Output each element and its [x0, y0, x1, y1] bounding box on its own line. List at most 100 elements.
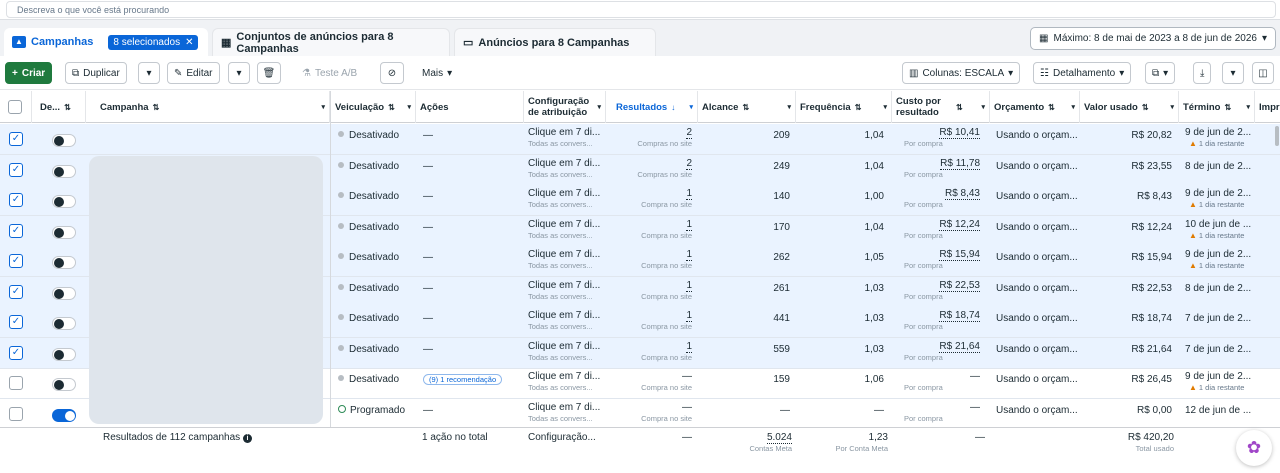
tab-adsets[interactable]: ▦ Conjuntos de anúncios para 8 Campanhas [212, 28, 450, 56]
row-end-sub: 1 dia restante [1198, 230, 1245, 240]
row-attribution: Clique em 7 di... Todas as convers... [524, 246, 604, 277]
row-cost-per-result: R$ 22,53 Por compra [892, 277, 986, 308]
chart-button[interactable]: ◫ [1252, 62, 1274, 84]
footer-reach: 5.024 Contas Meta [700, 432, 792, 453]
recommendation-badge[interactable]: (9) 1 recomendação [423, 374, 503, 385]
calendar-icon: ▦ [1039, 33, 1049, 44]
delivery-toggle[interactable] [52, 164, 76, 178]
col-results[interactable]: Resultados ↓ ▾ [606, 91, 698, 123]
chevron-down-icon: ▾ [1170, 103, 1174, 111]
tab-ads[interactable]: ▭ Anúncios para 8 Campanhas [454, 28, 656, 56]
ab-test-button[interactable]: ⚗ Teste A/B [296, 62, 364, 84]
warning-icon: ▲ [1189, 139, 1197, 148]
row-attr: Clique em 7 di... [528, 188, 601, 199]
row-checkbox[interactable]: ✓ [9, 132, 23, 146]
row-amount-spent: R$ 18,74 [1131, 313, 1172, 324]
row-status: Desativado [349, 374, 400, 385]
col-delivery[interactable]: Veiculação ⇅ ▾ [331, 91, 416, 123]
delivery-toggle[interactable] [52, 408, 76, 422]
row-status: Desativado [349, 252, 400, 263]
row-checkbox[interactable]: ✓ [9, 162, 23, 177]
tab-campaigns[interactable]: ▲ Campanhas 8 selecionados ✕ [4, 28, 208, 56]
export-dropdown-button[interactable]: ▾ [1222, 62, 1244, 84]
col-end[interactable]: Término ⇅ ▾ [1179, 91, 1255, 123]
row-attr-sub: Todas as convers... [528, 261, 593, 270]
date-range-picker[interactable]: ▦ Máximo: 8 de mai de 2023 a 8 de jun de… [1030, 27, 1276, 50]
inactive-status-icon [338, 253, 344, 259]
row-frequency: 1,06 [864, 374, 884, 385]
col-budget[interactable]: Orçamento ⇅ ▾ [990, 91, 1080, 123]
row-checkbox[interactable]: ✓ [9, 315, 23, 329]
breakdown-button[interactable]: ☷ Detalhamento ▾ [1033, 62, 1132, 84]
row-attr: Clique em 7 di... [528, 127, 601, 138]
col-actions[interactable]: Ações [416, 91, 524, 123]
row-checkbox[interactable]: ✓ [9, 254, 23, 268]
row-cpr-sub: Por compra [904, 352, 943, 362]
tag-button[interactable]: ⊘ [380, 62, 404, 84]
delivery-toggle[interactable] [52, 317, 76, 330]
reports-button[interactable]: ⧉ ▾ [1145, 62, 1176, 84]
row-actions: — [419, 124, 523, 155]
toggle-knob [54, 349, 64, 360]
col-cost-per-result[interactable]: Custo por resultado ⇅ ▾ [892, 91, 990, 123]
delivery-toggle[interactable] [52, 286, 76, 300]
table-row[interactable]: ✓ Desativado — Clique em 7 di... Todas as co… [0, 124, 1280, 155]
delivery-toggle[interactable] [52, 134, 76, 147]
table-row[interactable]: Desativado (9) 1 recomendação Clique em 7 … [0, 368, 1280, 399]
tab-campaigns-label: Campanhas [31, 36, 94, 48]
more-button[interactable]: Mais ▾ [416, 62, 459, 84]
row-attr: Clique em 7 di... [528, 310, 601, 321]
row-checkbox[interactable] [9, 406, 23, 421]
search-input[interactable]: Descreva o que você está procurando [6, 1, 1276, 18]
delivery-toggle[interactable] [52, 256, 76, 269]
col-amount-spent[interactable]: Valor usado ⇅ ▾ [1080, 91, 1179, 123]
row-frequency: 1,03 [864, 313, 884, 324]
footer-frequency: 1,23 Por Conta Meta [796, 432, 888, 453]
row-cpr-sub: Por compra [904, 230, 943, 240]
columns-button[interactable]: ▥ Colunas: ESCALA ▾ [902, 62, 1021, 84]
delivery-toggle[interactable] [52, 347, 76, 361]
delivery-toggle[interactable] [52, 225, 76, 239]
chevron-down-icon: ▾ [1163, 67, 1169, 79]
row-checkbox[interactable]: ✓ [9, 345, 23, 360]
inactive-status-icon [338, 192, 344, 198]
col-campaign[interactable]: Campanha ⇅ ▾ [96, 91, 330, 123]
select-all-checkbox[interactable] [8, 100, 22, 114]
row-status: Desativado [349, 160, 400, 172]
row-delivery: Programado [334, 399, 416, 430]
col-delivery-toggle[interactable]: De... ⇅ [32, 91, 86, 123]
row-actions: — [419, 277, 523, 308]
chevron-down-icon: ▾ [236, 67, 242, 79]
row-checkbox[interactable]: ✓ [9, 193, 23, 207]
footer-reach-sub: Contas Meta [749, 444, 792, 453]
clear-selection-icon[interactable]: ✕ [185, 36, 194, 48]
vertical-scrollbar[interactable] [1275, 126, 1279, 146]
row-checkbox[interactable] [9, 376, 23, 390]
delivery-toggle[interactable] [52, 378, 76, 391]
row-checkbox[interactable]: ✓ [9, 284, 23, 299]
row-cpr-sub: Por compra [904, 413, 943, 423]
col-impressions[interactable]: Impr [1255, 91, 1280, 123]
row-attr: Clique em 7 di... [528, 371, 601, 382]
col-attribution[interactable]: Configuração de atribuição ▾ [524, 91, 606, 123]
row-status: Desativado [349, 191, 400, 202]
row-cost-per-result: R$ 21,64 Por compra [892, 338, 986, 369]
row-checkbox[interactable]: ✓ [9, 223, 23, 238]
row-delivery: Desativado [334, 185, 416, 216]
duplicate-button[interactable]: ⧉ Duplicar [65, 62, 127, 84]
edit-button[interactable]: ✎ Editar [167, 62, 220, 84]
col-reach[interactable]: Alcance ⇅ ▾ [698, 91, 796, 123]
end-warning: ▲ 1 dia restante [1185, 383, 1251, 392]
col-frequency[interactable]: Frequência ⇅ ▾ [796, 91, 892, 123]
info-icon[interactable]: i [242, 434, 252, 443]
edit-dropdown-button[interactable]: ▾ [228, 62, 250, 84]
row-action: — [423, 221, 433, 233]
assistant-button[interactable]: ✿ [1236, 430, 1272, 466]
delete-button[interactable]: 🗑 [257, 62, 281, 84]
col-results-label: Resultados [616, 101, 668, 113]
delivery-toggle[interactable] [52, 195, 76, 208]
selection-badge[interactable]: 8 selecionados ✕ [108, 34, 199, 50]
export-button[interactable]: ⤓ [1193, 62, 1212, 84]
create-button[interactable]: + Criar [5, 62, 53, 84]
duplicate-dropdown-button[interactable]: ▾ [138, 62, 160, 84]
